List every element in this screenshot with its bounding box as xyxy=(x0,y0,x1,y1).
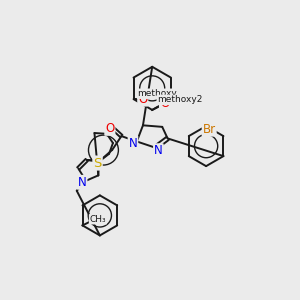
Text: O: O xyxy=(138,93,147,106)
Text: O: O xyxy=(160,97,169,110)
Text: Br: Br xyxy=(202,123,216,136)
Text: methoxy: methoxy xyxy=(137,89,177,98)
Text: S: S xyxy=(93,157,102,169)
Text: methoxy2: methoxy2 xyxy=(157,95,203,104)
Text: CH₃: CH₃ xyxy=(90,215,106,224)
Text: N: N xyxy=(129,136,137,149)
Text: N: N xyxy=(154,144,163,157)
Text: O: O xyxy=(105,122,115,135)
Text: N: N xyxy=(78,176,86,189)
